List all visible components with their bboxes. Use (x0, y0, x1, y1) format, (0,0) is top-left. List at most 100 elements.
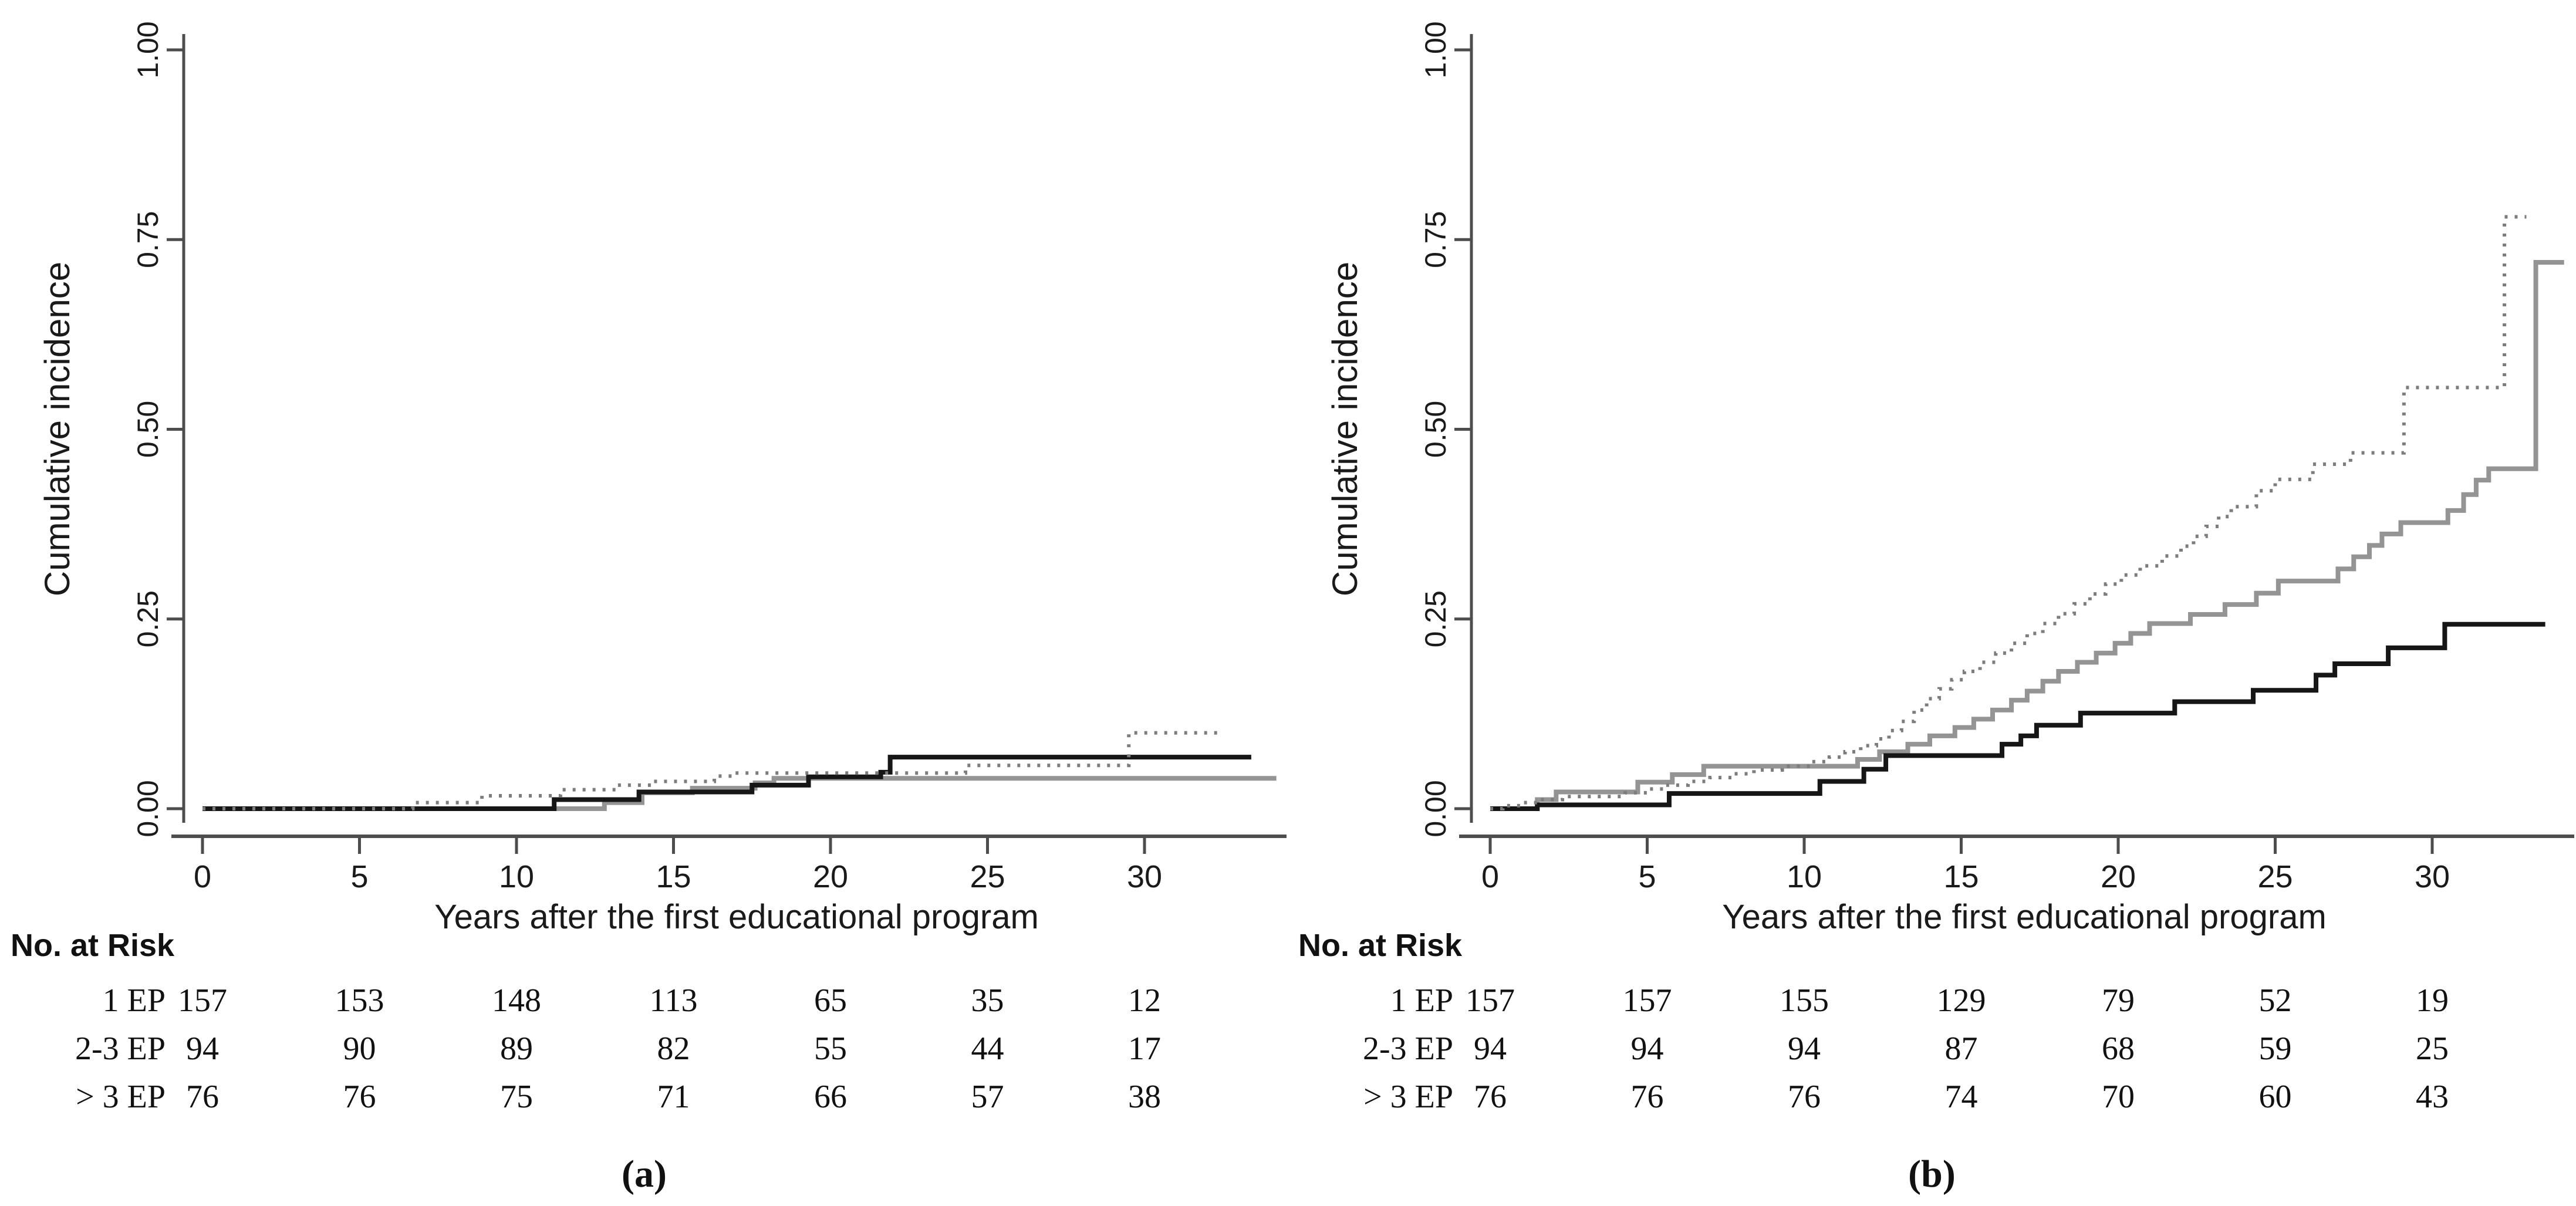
risk-value: 59 (2258, 1031, 2292, 1067)
risk-value: 76 (186, 1079, 219, 1115)
risk-row: 2-3 EP 94 90 89 82 55 44 17 (0, 1025, 1288, 1072)
x-axis-title: Years after the first educational progra… (434, 898, 1039, 936)
y-axis-title: Cumulative incidence (38, 262, 77, 596)
risk-value: 57 (971, 1079, 1004, 1115)
risk-value: 79 (2102, 982, 2135, 1019)
risk-value: 94 (1788, 1031, 1821, 1067)
panel-caption-a: (a) (622, 1153, 667, 1195)
panel-b: 1.00 0.75 0.50 0.25 0.00 0 5 10 15 20 25 30 Cumulat… (1288, 0, 2576, 1206)
y-tick-label: 0.00 (1419, 780, 1452, 837)
risk-table-title: No. at Risk (1298, 928, 1463, 963)
x-tick-label: 20 (813, 859, 848, 894)
risk-value: 38 (1128, 1079, 1161, 1115)
risk-table-b: No. at Risk 1 EP 157 157 155 129 79 52 19 2-3 EP… (1288, 0, 2576, 1206)
risk-row-label: 1 EP (102, 982, 166, 1019)
risk-row-label: 2-3 EP (1363, 1031, 1453, 1067)
risk-value: 157 (178, 982, 227, 1019)
risk-value: 155 (1780, 982, 1829, 1019)
risk-value: 94 (1630, 1031, 1664, 1067)
x-tick-label: 0 (1481, 859, 1499, 894)
risk-row: > 3 EP 76 76 75 71 66 57 38 (0, 1073, 1288, 1120)
panel-a-curves-layer (202, 731, 1277, 811)
risk-value: 90 (343, 1031, 376, 1067)
risk-table-title: No. at Risk (11, 928, 175, 963)
curve-solid-black-curve (1490, 621, 2545, 811)
x-tick-label: 30 (1127, 859, 1162, 894)
x-tick-label: 30 (2415, 859, 2450, 894)
risk-value: 35 (971, 982, 1004, 1019)
risk-row: 1 EP 157 153 148 113 65 35 12 (0, 977, 1288, 1024)
panel-caption-b: (b) (1908, 1153, 1956, 1195)
risk-value: 76 (1474, 1079, 1507, 1115)
x-tick-label: 10 (1787, 859, 1822, 894)
risk-value: 43 (2416, 1079, 2449, 1115)
x-tick-label: 25 (2257, 859, 2293, 894)
risk-value: 87 (1944, 1031, 1978, 1067)
risk-value: 44 (971, 1031, 1004, 1067)
risk-row-label: 1 EP (1390, 982, 1453, 1019)
risk-value: 148 (492, 982, 541, 1019)
risk-value: 129 (1936, 982, 1986, 1019)
risk-value: 19 (2416, 982, 2449, 1019)
y-tick-label: 0.25 (131, 590, 164, 647)
risk-row: 2-3 EP 94 94 94 87 68 59 25 (1288, 1025, 2576, 1072)
risk-value: 82 (657, 1031, 690, 1067)
y-tick-label: 1.00 (1419, 21, 1452, 78)
x-tick-label: 5 (1638, 859, 1656, 894)
y-tick-label: 0.00 (131, 780, 164, 837)
risk-value: 70 (2102, 1079, 2135, 1115)
risk-value: 113 (649, 982, 698, 1019)
risk-value: 17 (1128, 1031, 1161, 1067)
risk-value: 71 (657, 1079, 690, 1115)
risk-row: > 3 EP 76 76 76 74 70 60 43 (1288, 1073, 2576, 1120)
risk-value: 25 (2416, 1031, 2449, 1067)
x-axis-title: Years after the first educational progra… (1722, 898, 2327, 936)
x-tick-label: 15 (656, 859, 691, 894)
risk-value: 75 (500, 1079, 533, 1115)
y-axis-title: Cumulative incidence (1325, 262, 1365, 596)
risk-row-label: 2-3 EP (75, 1031, 166, 1067)
panel-b-plot: 1.00 0.75 0.50 0.25 0.00 0 5 10 15 20 25 30 Cumulat… (1325, 21, 2574, 936)
x-tick-label: 25 (970, 859, 1005, 894)
y-tick-label: 0.25 (1419, 590, 1452, 647)
curve-solid-gray-curve (1490, 260, 2564, 811)
panel-a: 1.00 0.75 0.50 0.25 0.00 0 5 10 15 20 25 30 Cumulat… (0, 21, 1288, 1195)
y-tick-label: 1.00 (131, 21, 164, 78)
x-tick-label: 5 (350, 859, 368, 894)
y-tick-label: 0.50 (1419, 401, 1452, 458)
risk-value: 60 (2258, 1079, 2292, 1115)
panel-a-axes-layer: 1.00 0.75 0.50 0.25 0.00 0 5 10 15 20 25 30 (131, 21, 1287, 894)
risk-value: 52 (2258, 982, 2292, 1019)
panel-b-axes-layer: 1.00 0.75 0.50 0.25 0.00 0 5 10 15 20 25 30 (1419, 21, 2574, 894)
curve-solid-black-curve (202, 755, 1251, 811)
x-tick-label: 15 (1943, 859, 1979, 894)
risk-value: 68 (2102, 1031, 2135, 1067)
risk-row: 1 EP 157 157 155 129 79 52 19 (1288, 977, 2576, 1024)
risk-value: 76 (343, 1079, 376, 1115)
y-tick-label: 0.50 (131, 401, 164, 458)
risk-value: 76 (1630, 1079, 1664, 1115)
y-tick-label: 0.75 (1419, 211, 1452, 268)
panel-a-plot: 1.00 0.75 0.50 0.25 0.00 0 5 10 15 20 25 30 Cumulat… (38, 21, 1287, 936)
risk-table-a: No. at Risk 1 EP 157 153 148 113 65 35 12 2-3 EP… (0, 928, 1288, 1120)
risk-value: 94 (1474, 1031, 1507, 1067)
risk-value: 94 (186, 1031, 219, 1067)
risk-row-label: > 3 EP (1363, 1079, 1453, 1115)
risk-value: 74 (1944, 1079, 1978, 1115)
risk-row-label: > 3 EP (76, 1079, 166, 1115)
risk-value: 12 (1128, 982, 1161, 1019)
x-tick-label: 0 (194, 859, 211, 894)
risk-value: 157 (1622, 982, 1672, 1019)
risk-value: 65 (814, 982, 847, 1019)
y-tick-label: 0.75 (131, 211, 164, 268)
risk-value: 66 (814, 1079, 847, 1115)
risk-value: 55 (814, 1031, 847, 1067)
risk-value: 89 (500, 1031, 533, 1067)
x-tick-label: 20 (2101, 859, 2136, 894)
risk-value: 153 (335, 982, 384, 1019)
risk-value: 76 (1788, 1079, 1821, 1115)
risk-value: 157 (1466, 982, 1515, 1019)
panel-b-curves-layer (1490, 215, 2564, 811)
x-tick-label: 10 (499, 859, 534, 894)
